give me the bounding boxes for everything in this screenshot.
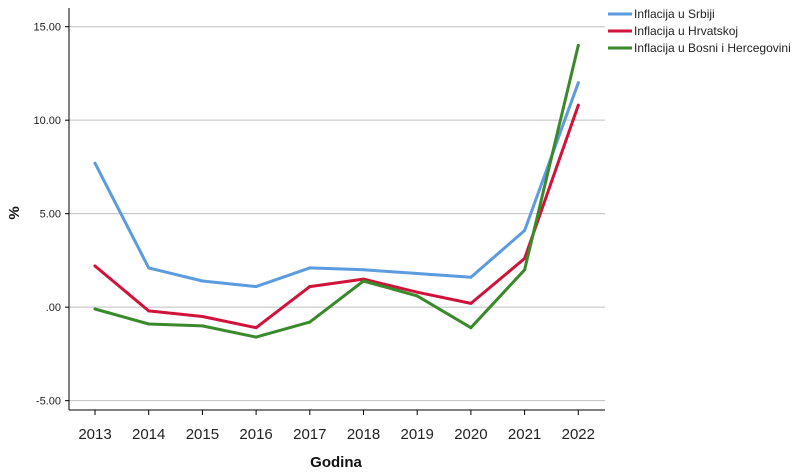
y-tick-labels: -5.00 .00 5.00 10.00 15.00 xyxy=(33,22,61,408)
data-point xyxy=(200,315,204,319)
x-tick-label: 2015 xyxy=(186,426,219,443)
data-point xyxy=(415,272,419,276)
y-tick-label: 15.00 xyxy=(33,22,61,34)
x-tick-label: 2016 xyxy=(239,426,272,443)
data-point xyxy=(362,268,365,272)
data-point xyxy=(200,324,204,328)
data-point xyxy=(362,279,365,283)
legend-label: Inflacija u Bosni i Hercegovini xyxy=(634,41,791,55)
series-line xyxy=(93,81,580,289)
x-tick-label: 2021 xyxy=(508,426,541,443)
data-point xyxy=(308,266,312,270)
series-line xyxy=(93,43,580,339)
data-point xyxy=(147,266,151,270)
legend-label: Inflacija u Srbiji xyxy=(634,7,715,21)
y-axis-title: % xyxy=(6,206,23,219)
data-point xyxy=(523,257,527,261)
x-tick-label: 2014 xyxy=(132,426,165,443)
x-tick-label: 2017 xyxy=(293,426,326,443)
data-point xyxy=(93,264,97,268)
x-tick-label: 2020 xyxy=(454,426,487,443)
data-point xyxy=(147,322,151,326)
series-lines xyxy=(93,43,580,339)
x-axis-title: Godina xyxy=(310,454,362,471)
x-tick-label: 2013 xyxy=(78,426,111,443)
data-point xyxy=(469,326,473,330)
legend-label: Inflacija u Hrvatskoj xyxy=(634,24,738,38)
data-point xyxy=(254,326,258,330)
series-line xyxy=(93,103,580,330)
data-point xyxy=(576,103,580,107)
data-point xyxy=(93,161,97,165)
data-point xyxy=(308,320,312,324)
x-tick-labels: 2013 2014 2015 2016 2017 2018 2019 2020 2021 2022 xyxy=(78,410,595,443)
data-point xyxy=(523,268,527,272)
y-tick-label: 5.00 xyxy=(40,209,61,221)
data-point xyxy=(469,301,473,305)
data-point xyxy=(415,294,419,298)
data-point xyxy=(469,275,473,279)
data-point xyxy=(523,229,527,233)
x-tick-label: 2018 xyxy=(347,426,380,443)
data-point xyxy=(254,335,258,339)
data-point xyxy=(147,309,151,313)
y-tick-label: 10.00 xyxy=(33,115,61,127)
data-point xyxy=(93,307,97,311)
data-point xyxy=(254,285,258,289)
legend: Inflacija u Srbiji Inflacija u Hrvatskoj I… xyxy=(608,7,791,55)
data-point xyxy=(576,81,580,85)
y-tick-label: .00 xyxy=(46,302,61,314)
data-point xyxy=(308,285,312,289)
x-tick-label: 2019 xyxy=(401,426,434,443)
data-point xyxy=(576,43,580,47)
data-point xyxy=(415,290,419,294)
grid-lines xyxy=(65,26,605,402)
x-tick-label: 2022 xyxy=(562,426,595,443)
data-point xyxy=(200,279,204,283)
axes xyxy=(68,8,605,411)
y-tick-label: -5.00 xyxy=(36,396,61,408)
